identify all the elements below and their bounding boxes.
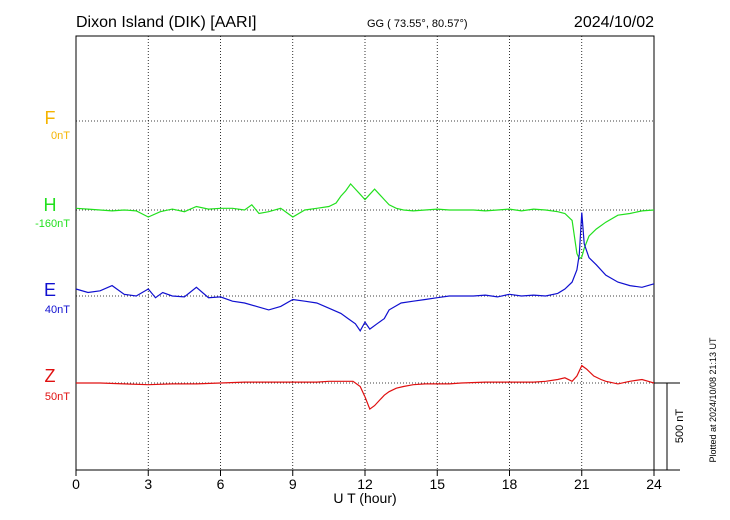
x-tick-label: 21 bbox=[574, 476, 590, 492]
x-tick-label: 9 bbox=[289, 476, 297, 492]
x-tick-label: 18 bbox=[502, 476, 518, 492]
scale-label: 500 nT bbox=[674, 409, 686, 444]
plotted-timestamp: Plotted at 2024/10/08 21:13 UT bbox=[708, 337, 718, 463]
station-title: Dixon Island (DIK) [AARI] bbox=[76, 14, 257, 31]
x-tick-label: 24 bbox=[646, 476, 662, 492]
x-tick-labels: 0 3 6 9 12 15 18 21 24 bbox=[72, 476, 662, 492]
series-line-e bbox=[75, 212, 655, 332]
channel-label-z: Z bbox=[45, 366, 56, 386]
x-ticks bbox=[75, 470, 655, 476]
baseline-label-f: 0nT bbox=[51, 130, 70, 142]
channel-label-h: H bbox=[44, 195, 57, 215]
series-line-z bbox=[76, 364, 655, 411]
vertical-gridlines bbox=[147, 36, 583, 470]
x-tick-label: 6 bbox=[217, 476, 225, 492]
coordinates-label: GG ( 73.55°, 80.57°) bbox=[367, 18, 468, 30]
x-tick-label: 15 bbox=[429, 476, 445, 492]
x-tick-label: 3 bbox=[144, 476, 152, 492]
channel-label-f: F bbox=[45, 108, 56, 128]
channel-label-e: E bbox=[44, 280, 56, 300]
x-axis-label: U T (hour) bbox=[333, 490, 396, 506]
baseline-label-z: 50nT bbox=[45, 391, 70, 403]
x-tick-label: 12 bbox=[357, 476, 373, 492]
date-label: 2024/10/02 bbox=[574, 14, 654, 31]
series-line-h bbox=[75, 182, 655, 260]
baseline-label-e: 40nT bbox=[45, 304, 70, 316]
baseline-label-h: -160nT bbox=[35, 218, 70, 230]
x-tick-label: 0 bbox=[72, 476, 80, 492]
